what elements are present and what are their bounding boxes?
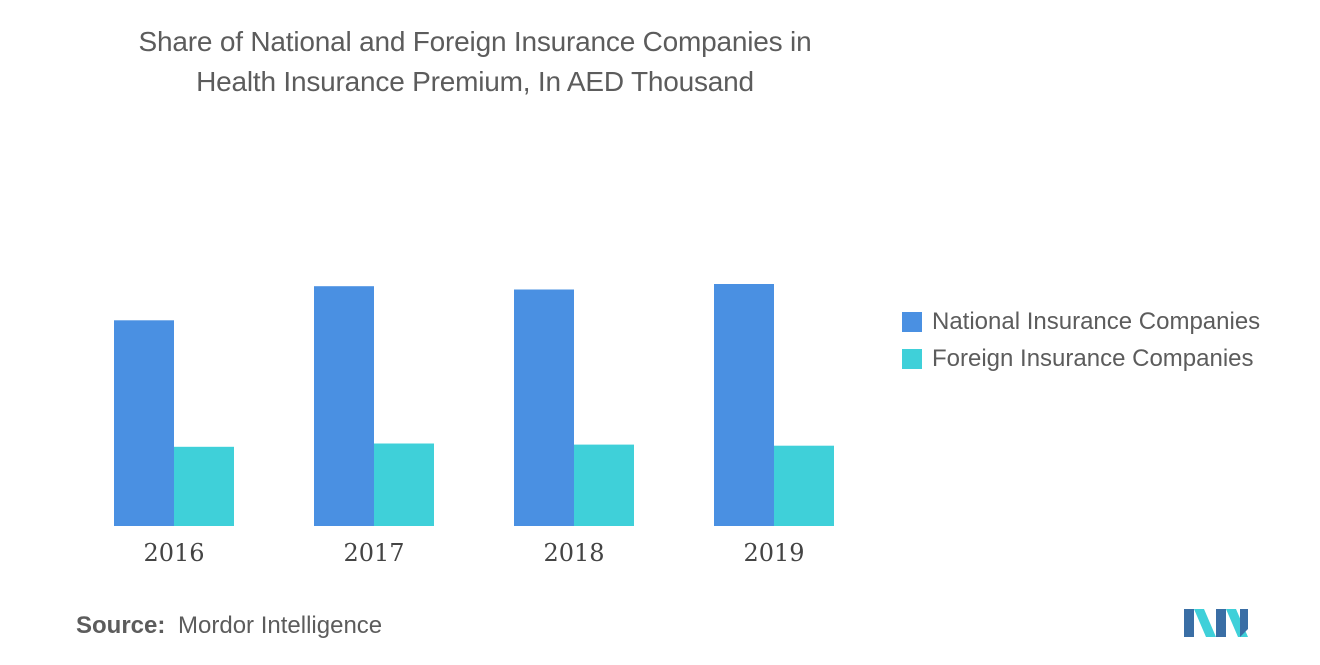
chart-legend: National Insurance Companies Foreign Insu…: [902, 303, 1260, 377]
legend-item-foreign: Foreign Insurance Companies: [902, 340, 1260, 377]
chart-title-line-2: Health Insurance Premium, In AED Thousan…: [196, 66, 754, 97]
x-tick-label-2018: 2018: [543, 539, 604, 567]
bar-foreign-2018: [574, 444, 634, 526]
x-tick-label-2016: 2016: [143, 539, 204, 567]
chart-title-line-1: Share of National and Foreign Insurance …: [138, 26, 812, 57]
source-value: Mordor Intelligence: [178, 612, 383, 639]
bar-foreign-2016: [174, 446, 234, 526]
bar-foreign-2017: [374, 443, 434, 526]
source-label: Source:: [76, 612, 166, 639]
chart-title: Share of National and Foreign Insurance …: [40, 22, 910, 102]
bar-national-2018: [514, 289, 574, 526]
legend-item-national: National Insurance Companies: [902, 303, 1260, 340]
legend-swatch: [902, 311, 922, 332]
legend-swatch: [902, 348, 922, 369]
x-tick-label-2019: 2019: [743, 539, 804, 567]
x-tick-label-2017: 2017: [343, 539, 404, 567]
bar-foreign-2019: [774, 445, 834, 526]
bar-national-2017: [314, 286, 374, 526]
bar-national-2016: [114, 320, 174, 526]
legend-label: Foreign Insurance Companies: [932, 344, 1254, 372]
mordor-intelligence-logo-icon: [1184, 609, 1248, 637]
bar-national-2019: [714, 284, 774, 526]
source-note: Source: Mordor Intelligence: [76, 612, 382, 640]
legend-label: National Insurance Companies: [932, 307, 1261, 335]
